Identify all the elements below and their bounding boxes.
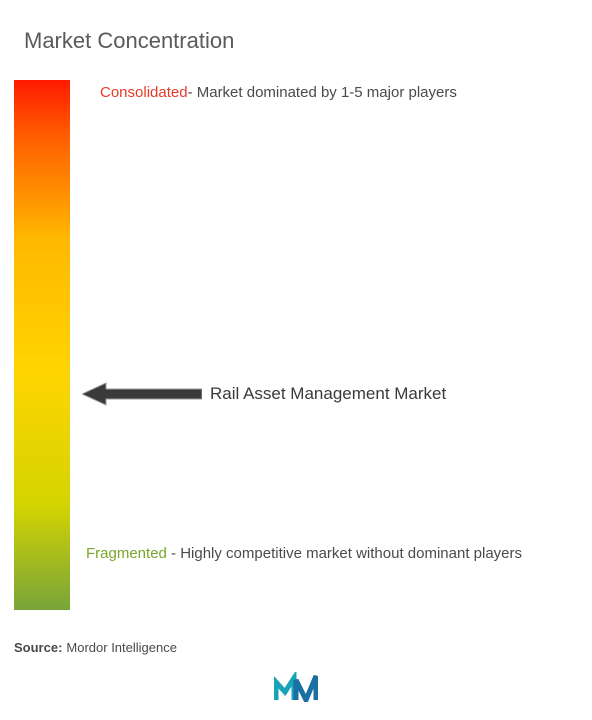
fragmented-tag: Fragmented xyxy=(86,545,167,562)
source-label: Source: xyxy=(14,640,62,655)
fragmented-desc: - Highly competitive market without domi… xyxy=(167,545,522,562)
market-position-marker: Rail Asset Management Market xyxy=(82,382,446,406)
source-line: Source: Mordor Intelligence xyxy=(14,640,177,655)
fragmented-label-row: Fragmented - Highly competitive market w… xyxy=(86,540,572,567)
consolidated-tag: Consolidated xyxy=(100,84,188,101)
arrow-left-icon xyxy=(82,382,202,406)
mordor-logo-icon xyxy=(274,672,318,702)
consolidated-label-row: Consolidated- Market dominated by 1-5 ma… xyxy=(100,82,572,103)
page-title: Market Concentration xyxy=(24,28,234,54)
market-name-label: Rail Asset Management Market xyxy=(210,384,446,404)
consolidated-desc: - Market dominated by 1-5 major players xyxy=(188,84,457,101)
source-value: Mordor Intelligence xyxy=(66,640,177,655)
concentration-scale-bar xyxy=(14,80,70,610)
